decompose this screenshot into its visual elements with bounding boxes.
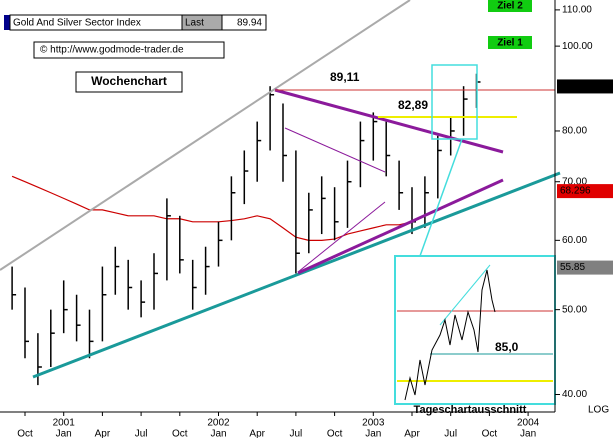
x-tick-label: Jan	[365, 429, 381, 438]
annotation: 85,0	[495, 340, 519, 354]
y-tick-label: 100.00	[562, 41, 593, 52]
chart-label: Wochenchart	[91, 74, 167, 88]
x-tick-label: Apr	[404, 429, 420, 438]
value-box	[557, 184, 613, 199]
zoom-connector	[419, 138, 463, 257]
header-marker	[4, 15, 10, 30]
value-box	[557, 260, 613, 275]
x-year-label: 2001	[53, 418, 76, 429]
x-tick-label: Jan	[56, 429, 72, 438]
triangle-line	[284, 127, 386, 173]
x-tick-label: Jul	[290, 429, 303, 438]
annotation: 89,11	[330, 70, 360, 84]
last-value-box	[221, 14, 267, 31]
label-box	[75, 71, 183, 93]
x-tick-label: Oct	[327, 429, 343, 438]
annotation: 82,89	[398, 98, 428, 112]
y-tick-label: 110.00	[562, 5, 592, 16]
target-box	[488, 36, 532, 49]
x-tick-label: Oct	[172, 429, 188, 438]
inset-label: Tageschartausschnitt	[414, 404, 527, 416]
target-label: Ziel 2	[497, 1, 523, 12]
support-line	[32, 171, 561, 379]
x-tick-label: Jul	[135, 429, 148, 438]
x-tick-label: Oct	[482, 429, 498, 438]
last-value: 89.94	[237, 18, 262, 29]
value-box-label: 55.85	[560, 262, 585, 273]
x-year-label: 2002	[207, 418, 230, 429]
inset-price	[404, 269, 496, 401]
inset-trend	[439, 264, 491, 326]
x-tick-label: Jan	[520, 429, 536, 438]
y-tick-label: 40.00	[562, 389, 587, 400]
x-tick-label: Jan	[210, 429, 226, 438]
value-box-label: 68.296	[560, 186, 591, 197]
support-line-2	[297, 178, 504, 275]
copyright-box	[33, 41, 225, 59]
x-tick-label: Oct	[17, 429, 33, 438]
x-year-label: 2004	[517, 418, 540, 429]
y-tick-label: 70.00	[562, 176, 587, 187]
value-box	[557, 79, 613, 94]
x-tick-label: Apr	[249, 429, 265, 438]
y-tick-label: 80.00	[562, 126, 587, 137]
x-tick-label: Jul	[444, 429, 457, 438]
y-tick-label: 60.00	[562, 235, 587, 246]
chart-title: Gold And Silver Sector Index	[13, 18, 141, 29]
plot	[11, 73, 481, 386]
value-box-label: 89.94	[560, 81, 585, 92]
scale-label: LOG	[588, 405, 609, 416]
triangle-line	[297, 201, 386, 273]
resistance-line	[274, 88, 504, 154]
copyright: © http://www.godmode-trader.de	[40, 45, 184, 56]
target-box	[488, 0, 532, 12]
x-tick-label: Apr	[95, 429, 111, 438]
last-label: Last	[185, 18, 204, 29]
y-tick-label: 50.00	[562, 304, 587, 315]
target-label: Ziel 1	[497, 38, 523, 49]
channel-line	[0, 0, 411, 271]
x-year-label: 2003	[362, 418, 385, 429]
zoom-box	[431, 64, 478, 140]
